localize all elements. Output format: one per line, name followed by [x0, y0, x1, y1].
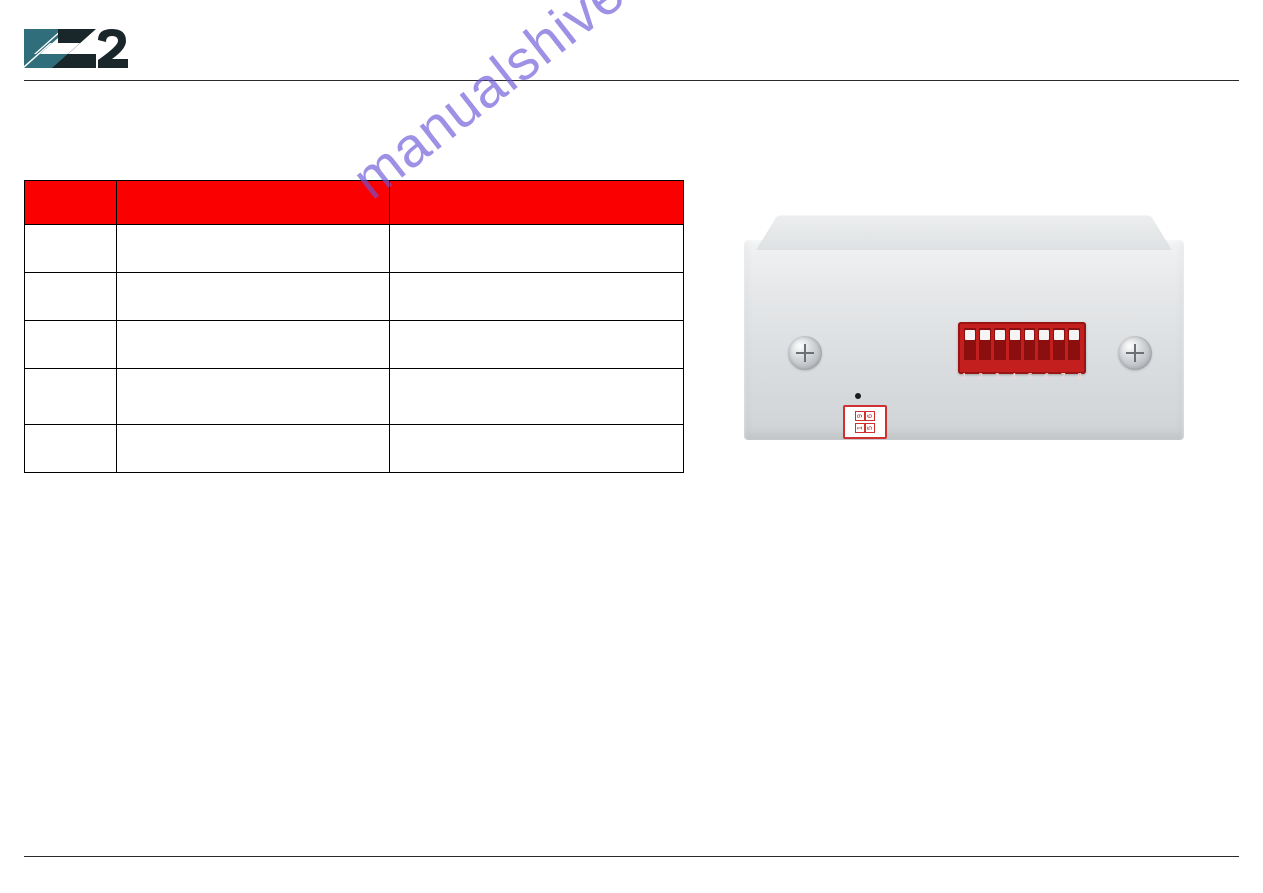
- brand-logo: [24, 24, 1239, 74]
- dip-switch: [979, 328, 991, 360]
- header-divider: [24, 80, 1239, 81]
- dip-switch: [994, 328, 1006, 360]
- table: [24, 180, 684, 473]
- sticker-cell: 5: [865, 423, 875, 433]
- zz2-logo-icon: [24, 24, 134, 74]
- table-header-cell: [25, 181, 117, 225]
- table-header-row: [25, 181, 684, 225]
- page: 1 2 3 4 5 6 7 8 1 9 5 6: [0, 0, 1263, 893]
- sticker-cell: 9: [855, 411, 865, 421]
- table-header-cell: [390, 181, 684, 225]
- sticker-cell: 6: [865, 411, 875, 421]
- table-row: [25, 425, 684, 473]
- screw-icon: [788, 336, 822, 370]
- dip-switch: [1009, 328, 1021, 360]
- footer-divider: [24, 856, 1239, 857]
- screw-icon: [1118, 336, 1152, 370]
- dip-switch: [1053, 328, 1065, 360]
- dip-number: 7: [1061, 372, 1065, 381]
- table-row: [25, 225, 684, 273]
- content-row: 1 2 3 4 5 6 7 8 1 9 5 6: [24, 180, 1239, 480]
- dip-switch: [964, 328, 976, 360]
- device-figure: 1 2 3 4 5 6 7 8 1 9 5 6: [704, 180, 1164, 480]
- dip-switch: [1038, 328, 1050, 360]
- dip-number: 6: [1045, 372, 1049, 381]
- inspection-sticker: 1 9 5 6: [843, 405, 887, 439]
- dip-switch: [1068, 328, 1080, 360]
- dip-number: 4: [1012, 372, 1016, 381]
- dip-switch: [1024, 328, 1036, 360]
- table-row: [25, 273, 684, 321]
- header: [24, 24, 1239, 81]
- dip-number: 5: [1028, 372, 1032, 381]
- table-header-cell: [116, 181, 390, 225]
- dip-number: 1: [962, 372, 966, 381]
- dip-number: 8: [1078, 372, 1082, 381]
- table-row: [25, 369, 684, 425]
- sticker-dot-icon: [855, 393, 861, 399]
- device-top-face: [756, 215, 1172, 250]
- dip-number: 2: [979, 372, 983, 381]
- dip-switch-block: [958, 322, 1086, 374]
- dip-switch-numbers: 1 2 3 4 5 6 7 8: [958, 372, 1086, 381]
- settings-table: [24, 180, 684, 480]
- table-row: [25, 321, 684, 369]
- dip-number: 3: [995, 372, 999, 381]
- sticker-cell: 1: [855, 423, 865, 433]
- device-body: 1 2 3 4 5 6 7 8 1 9 5 6: [744, 240, 1184, 440]
